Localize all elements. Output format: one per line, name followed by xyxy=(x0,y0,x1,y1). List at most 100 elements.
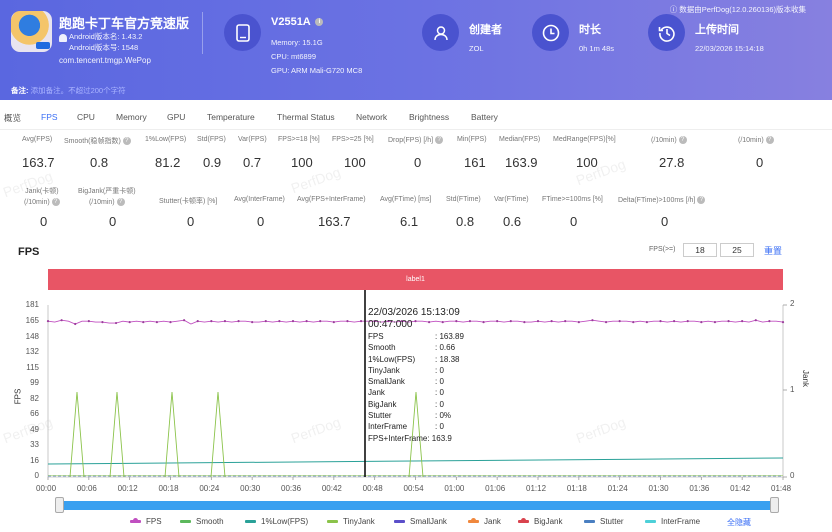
tab-memory[interactable]: Memory xyxy=(116,112,147,122)
phone-icon xyxy=(224,14,261,51)
device-model: V2551A i xyxy=(271,16,324,28)
hide-all-button[interactable]: 全隐藏 xyxy=(727,518,751,527)
tooltip-key: BigJank xyxy=(368,399,397,409)
header-divider xyxy=(202,12,203,54)
app-icon xyxy=(11,11,52,52)
clock-icon xyxy=(532,14,569,51)
metric-label: FPS>=18 [%] xyxy=(278,136,320,143)
metric-value: 0 xyxy=(414,155,422,170)
metric-label: MedRange(FPS)[%] xyxy=(553,136,616,143)
tooltip-key: SmallJank xyxy=(368,377,405,387)
tab-battery[interactable]: Battery xyxy=(471,112,498,122)
metric-value: 0.8 xyxy=(456,214,475,229)
legend-item-jank[interactable]: Jank xyxy=(468,517,501,526)
metric-value: 0 xyxy=(187,214,195,229)
tab-thermal-status[interactable]: Thermal Status xyxy=(277,112,335,122)
tooltip-value: : 0 xyxy=(435,388,444,398)
metric-value: 81.2 xyxy=(155,155,181,170)
help-icon[interactable]: ? xyxy=(678,136,687,144)
slider-handle-right[interactable] xyxy=(770,497,779,513)
fps-threshold-1-input[interactable] xyxy=(683,243,717,257)
legend-item-stutter[interactable]: Stutter xyxy=(584,517,624,526)
legend-swatch-icon xyxy=(327,520,338,523)
legend-swatch-icon xyxy=(245,520,256,523)
fps-chart[interactable] xyxy=(0,290,832,495)
tooltip-value: : 0% xyxy=(435,411,452,421)
metric-value: 0 xyxy=(40,214,48,229)
tooltip-key: TinyJank xyxy=(368,365,400,375)
metric-value: 163.7 xyxy=(318,214,351,229)
device-info-icon[interactable]: i xyxy=(315,18,324,27)
device-gpu: GPU: ARM Mali-G720 MC8 xyxy=(271,66,363,75)
metric-label: (/10min)? xyxy=(738,136,774,144)
tab-fps[interactable]: FPS xyxy=(41,112,58,122)
label-bar[interactable]: label1 xyxy=(48,269,783,290)
y-tick: 49 xyxy=(30,425,39,434)
x-tick: 00:30 xyxy=(240,484,261,493)
metric-label: FTime>=100ms [%] xyxy=(542,196,603,203)
metric-label: (/10min)? xyxy=(651,136,687,144)
legend-item-interframe[interactable]: InterFrame xyxy=(645,517,700,526)
metric-label: Jank(卡顿) (/10min)? xyxy=(24,188,60,207)
tooltip-value: : 0 xyxy=(435,377,444,387)
metric-label: Avg(FPS+InterFrame) xyxy=(297,196,366,203)
slider-handle-left[interactable] xyxy=(55,497,64,513)
legend-swatch-icon xyxy=(468,518,479,523)
x-tick: 01:48 xyxy=(771,484,792,493)
y-tick: 181 xyxy=(25,300,39,309)
android-version-code: Android版本号: 1548 xyxy=(69,43,139,52)
help-icon[interactable]: ? xyxy=(765,136,774,144)
metric-label: FPS>=25 [%] xyxy=(332,136,374,143)
help-icon[interactable]: ? xyxy=(122,137,131,146)
tooltip-value: : 0.66 xyxy=(435,343,456,353)
legend-item-tinyjank[interactable]: TinyJank xyxy=(327,517,375,526)
package-name: com.tencent.tmgp.WePop xyxy=(59,56,151,65)
metric-label: Std(FTime) xyxy=(446,196,481,203)
legend-item-fps[interactable]: FPS xyxy=(130,517,162,526)
x-tick: 00:00 xyxy=(36,484,57,493)
metric-label: Delta(FTime)>100ms [/h]? xyxy=(618,196,706,204)
help-icon[interactable]: ? xyxy=(697,196,706,204)
metric-value: 0 xyxy=(570,214,578,229)
legend-item-smalljank[interactable]: SmallJank xyxy=(394,517,447,526)
metric-tabs: 概览 FPS CPU Memory GPU Temperature Therma… xyxy=(0,104,832,130)
metric-value: 100 xyxy=(344,155,366,170)
user-icon xyxy=(422,14,459,51)
legend-item-bigjank[interactable]: BigJank xyxy=(518,517,562,526)
legend-item-smooth[interactable]: Smooth xyxy=(180,517,224,526)
creator-title: 创建者 xyxy=(469,24,502,36)
remark-input[interactable]: 添加备注。不超过200个字符 xyxy=(30,86,126,95)
fps-threshold-2-input[interactable] xyxy=(720,243,754,257)
help-icon[interactable]: ? xyxy=(51,198,60,207)
tooltip-value: : 163.9 xyxy=(427,433,452,443)
x-tick: 01:42 xyxy=(730,484,751,493)
metric-label: Avg(FPS) xyxy=(22,136,53,143)
legend-item-1pct-low[interactable]: 1%Low(FPS) xyxy=(245,517,308,526)
help-icon[interactable]: ? xyxy=(116,198,125,207)
tab-cpu[interactable]: CPU xyxy=(77,112,95,122)
time-range-slider[interactable] xyxy=(58,501,775,510)
tooltip-key: Jank xyxy=(368,388,385,398)
y-tick: 165 xyxy=(25,316,39,325)
android-icon xyxy=(59,34,67,42)
legend-swatch-icon xyxy=(645,520,656,523)
remark-row[interactable]: 备注: 添加备注。不超过200个字符 xyxy=(11,85,126,96)
metric-value: 161 xyxy=(464,155,486,170)
x-tick: 01:36 xyxy=(689,484,710,493)
legend-swatch-icon xyxy=(518,518,529,523)
y-tick: 115 xyxy=(26,363,39,372)
tab-brightness[interactable]: Brightness xyxy=(409,112,450,122)
x-tick: 01:24 xyxy=(607,484,628,493)
help-icon[interactable]: ? xyxy=(435,136,444,144)
tab-network[interactable]: Network xyxy=(356,112,388,122)
x-tick: 01:18 xyxy=(566,484,587,493)
tooltip-value: : 0 xyxy=(435,399,444,409)
metric-label: Var(FTime) xyxy=(494,196,529,203)
tab-temperature[interactable]: Temperature xyxy=(207,112,255,122)
reset-button[interactable]: 重置 xyxy=(764,246,783,256)
tab-overview[interactable]: 概览 xyxy=(4,113,22,123)
x-tick: 00:18 xyxy=(158,484,179,493)
tab-gpu[interactable]: GPU xyxy=(167,112,186,122)
y-tick: 148 xyxy=(25,332,39,341)
metric-value: 163.9 xyxy=(505,155,538,170)
